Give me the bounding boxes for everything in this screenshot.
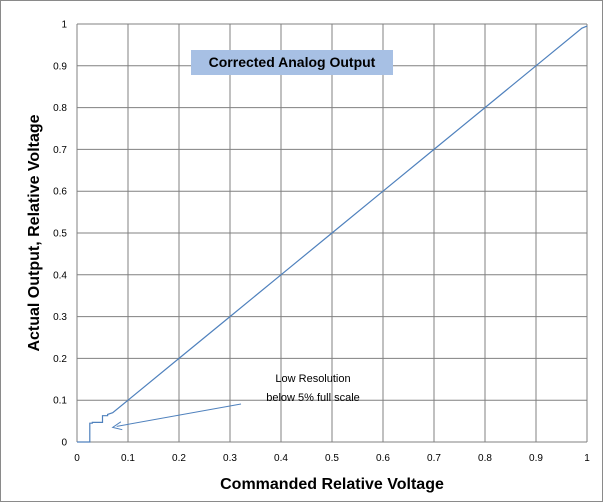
y-tick-label: 0.9 [53, 61, 67, 72]
annotation-line-1: Low Resolution [275, 373, 350, 385]
y-tick-label: 0.1 [53, 396, 67, 407]
chart-title: Corrected Analog Output [209, 54, 376, 70]
x-tick-label: 0.7 [427, 453, 441, 464]
chart-title-background [191, 50, 393, 75]
x-tick-label: 0.6 [376, 453, 390, 464]
x-tick-label: 0.5 [325, 453, 339, 464]
y-tick-label: 0.5 [53, 229, 67, 240]
x-tick-label: 1 [584, 453, 590, 464]
chart-title-box: Corrected Analog Output [191, 50, 393, 75]
annotation-arrow [111, 403, 242, 431]
series-line [77, 25, 588, 443]
annotation-arrow-head [111, 421, 123, 431]
y-tick-label: 0 [61, 438, 67, 449]
y-axis-title: Actual Output, Relative Voltage [26, 114, 43, 351]
annotation-line-2: below 5% full scale [266, 392, 360, 404]
x-tick-label: 0 [74, 453, 80, 464]
tick-labels: 0 0.1 0.2 0.3 0.4 0.5 0.6 0.7 0.8 0.9 1 0 0.1 0.2 0.3 0… [53, 20, 590, 465]
series-layer [77, 25, 588, 443]
y-tick-label: 0.4 [53, 270, 67, 281]
x-tick-label: 0.4 [274, 453, 288, 464]
y-tick-label: 0.3 [53, 312, 67, 323]
x-tick-label: 0.3 [223, 453, 237, 464]
y-tick-label: 0.6 [53, 187, 67, 198]
y-tick-label: 0.2 [53, 354, 67, 365]
x-tick-label: 0.1 [121, 453, 135, 464]
annotation: Low Resolution below 5% full scale [266, 373, 360, 404]
x-tick-label: 0.2 [172, 453, 186, 464]
y-tick-label: 1 [61, 20, 67, 31]
grid-layer [76, 23, 588, 443]
x-axis-title: Commanded Relative Voltage [220, 476, 444, 493]
y-tick-label: 0.8 [53, 103, 67, 114]
y-tick-label: 0.7 [53, 145, 67, 156]
x-tick-label: 0.9 [529, 453, 543, 464]
x-tick-label: 0.8 [478, 453, 492, 464]
annotation-arrow-shaft [116, 403, 242, 427]
